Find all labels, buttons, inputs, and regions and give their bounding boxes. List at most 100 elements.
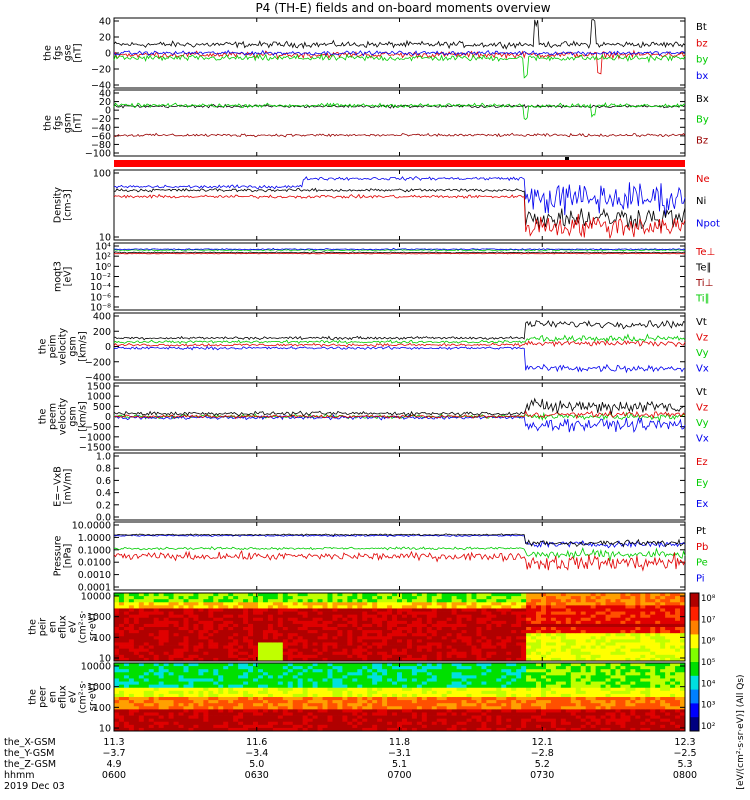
- spectrogram-cell: [342, 684, 348, 689]
- spectrogram-cell: [466, 663, 472, 667]
- spectrogram-cell: [416, 608, 423, 612]
- spectrogram-cell: [531, 657, 537, 662]
- spectrogram-cell: [248, 645, 254, 650]
- spectrogram-cell: [114, 617, 120, 622]
- spectrogram-cell: [302, 684, 309, 689]
- spectrogram-cell: [317, 617, 323, 622]
- spectrogram-cell: [272, 642, 279, 646]
- spectrogram-cell: [277, 627, 284, 631]
- spectrogram-cell: [302, 712, 309, 716]
- spectrogram-cell: [183, 630, 189, 634]
- spectrogram-cell: [516, 712, 522, 716]
- spectrogram-cell: [352, 724, 358, 729]
- spectrogram-cell: [143, 715, 150, 720]
- spectrogram-cell: [555, 630, 562, 634]
- spectrogram-cell: [243, 697, 249, 701]
- spectrogram-cell: [397, 666, 403, 670]
- spectrogram-cell: [307, 627, 314, 631]
- spectrogram-cell: [118, 675, 125, 679]
- spectrogram-cell: [267, 709, 274, 713]
- spectrogram-cell: [411, 718, 418, 723]
- spectrogram-cell: [153, 633, 160, 637]
- spectrogram-cell: [555, 602, 562, 606]
- spectrogram-cell: [114, 654, 120, 659]
- spectrogram-cell: [516, 703, 522, 707]
- spectrogram-cell: [377, 727, 383, 732]
- spectrogram-cell: [362, 620, 368, 625]
- spectrogram-cell: [342, 642, 348, 646]
- spectrogram-cell: [213, 709, 219, 713]
- spectrogram-cell: [322, 654, 328, 659]
- spectrogram-cell: [565, 703, 572, 707]
- spectrogram-cell: [158, 657, 165, 662]
- spectrogram-cell: [233, 669, 239, 673]
- spectrogram-cell: [248, 620, 254, 625]
- spectrogram-cell: [262, 715, 269, 720]
- spectrogram-cell: [446, 693, 453, 698]
- spectrogram-cell: [675, 614, 681, 619]
- spectrogram-cell: [312, 706, 318, 710]
- spectrogram-cell: [342, 712, 348, 716]
- spectrogram-cell: [163, 593, 170, 597]
- spectrogram-cell: [550, 715, 557, 720]
- spectrogram-cell: [342, 651, 348, 656]
- spectrogram-cell: [461, 645, 467, 650]
- spectrogram-cell: [253, 700, 259, 704]
- spectrogram-cell: [610, 599, 616, 603]
- spectrogram-cell: [168, 724, 174, 729]
- spectrogram-cell: [262, 678, 269, 682]
- spectrogram-cell: [287, 687, 294, 692]
- spectrogram-cell: [188, 669, 194, 673]
- spectrogram-cell: [148, 669, 155, 673]
- spectrogram-cell: [421, 657, 428, 662]
- spectrogram-cell: [471, 709, 477, 713]
- spectrogram-cell: [213, 712, 219, 716]
- spectrogram-cell: [471, 648, 477, 653]
- spectrogram-cell: [491, 639, 497, 643]
- spectrogram-cell: [123, 693, 130, 698]
- spectrogram-cell: [248, 681, 254, 686]
- spectrogram-cell: [342, 666, 348, 670]
- spectrogram-cell: [332, 648, 338, 653]
- spectrogram-cell: [332, 687, 338, 692]
- spectrogram-cell: [367, 700, 373, 704]
- spectrogram-cell: [372, 642, 378, 646]
- spectrogram-cell: [367, 693, 373, 698]
- spectrogram-cell: [138, 690, 145, 695]
- spectrogram-cell: [471, 642, 477, 646]
- spectrogram-cell: [178, 633, 184, 637]
- spectrogram-cell: [163, 715, 170, 720]
- spectrogram-cell: [168, 654, 174, 659]
- spectrogram-cell: [138, 684, 145, 689]
- spectrogram-cell: [451, 684, 457, 689]
- spectrogram-cell: [620, 596, 626, 600]
- spectrogram-cell: [496, 721, 502, 726]
- spectrogram-cell: [114, 703, 120, 707]
- spectrogram-cell: [372, 715, 378, 720]
- spectrogram-cell: [198, 681, 204, 686]
- spectrogram-cell: [461, 608, 467, 612]
- spectrogram-cell: [312, 709, 318, 713]
- y-label-line: the: [43, 45, 54, 61]
- spectrogram-cell: [342, 602, 348, 606]
- spectrogram-cell: [203, 669, 209, 673]
- spectrogram-cell: [382, 593, 388, 597]
- spectrogram-cell: [277, 593, 284, 597]
- spectrogram-cell: [531, 672, 537, 676]
- spectrogram-cell: [570, 651, 577, 656]
- spectrogram-cell: [436, 681, 443, 686]
- spectrogram-cell: [456, 724, 462, 729]
- spectrogram-cell: [238, 712, 244, 716]
- spectrogram-cell: [560, 715, 567, 720]
- spectrogram-cell: [570, 709, 577, 713]
- spectrogram-cell: [277, 666, 284, 670]
- spectrogram-cell: [118, 687, 125, 692]
- spectrogram-cell: [521, 727, 527, 732]
- spectrogram-cell: [123, 623, 130, 628]
- spectrogram-cell: [327, 681, 333, 686]
- spectrogram-cell: [213, 706, 219, 710]
- spectrogram-cell: [327, 672, 333, 676]
- spectrogram-cell: [406, 611, 413, 616]
- spectrogram-cell: [441, 657, 448, 662]
- spectrogram-cell: [387, 712, 393, 716]
